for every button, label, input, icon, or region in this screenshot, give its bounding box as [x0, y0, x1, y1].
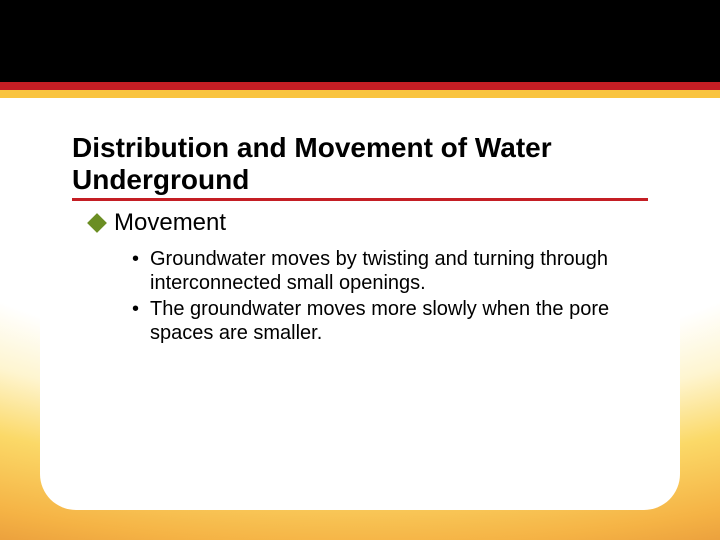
content-card: Distribution and Movement of Water Under… [40, 108, 680, 510]
bullet-list: Groundwater moves by twisting and turnin… [132, 247, 648, 345]
header-yellow-bar [0, 90, 720, 98]
slide-title: Distribution and Movement of Water Under… [72, 132, 648, 201]
header-band [0, 0, 720, 98]
list-item: Groundwater moves by twisting and turnin… [132, 247, 648, 295]
list-item: The groundwater moves more slowly when t… [132, 297, 648, 345]
diamond-bullet-icon [87, 213, 107, 233]
header-red-bar [0, 82, 720, 90]
subheading-row: Movement [90, 209, 648, 237]
header-black-bar [0, 0, 720, 82]
subheading-label: Movement [114, 209, 226, 237]
